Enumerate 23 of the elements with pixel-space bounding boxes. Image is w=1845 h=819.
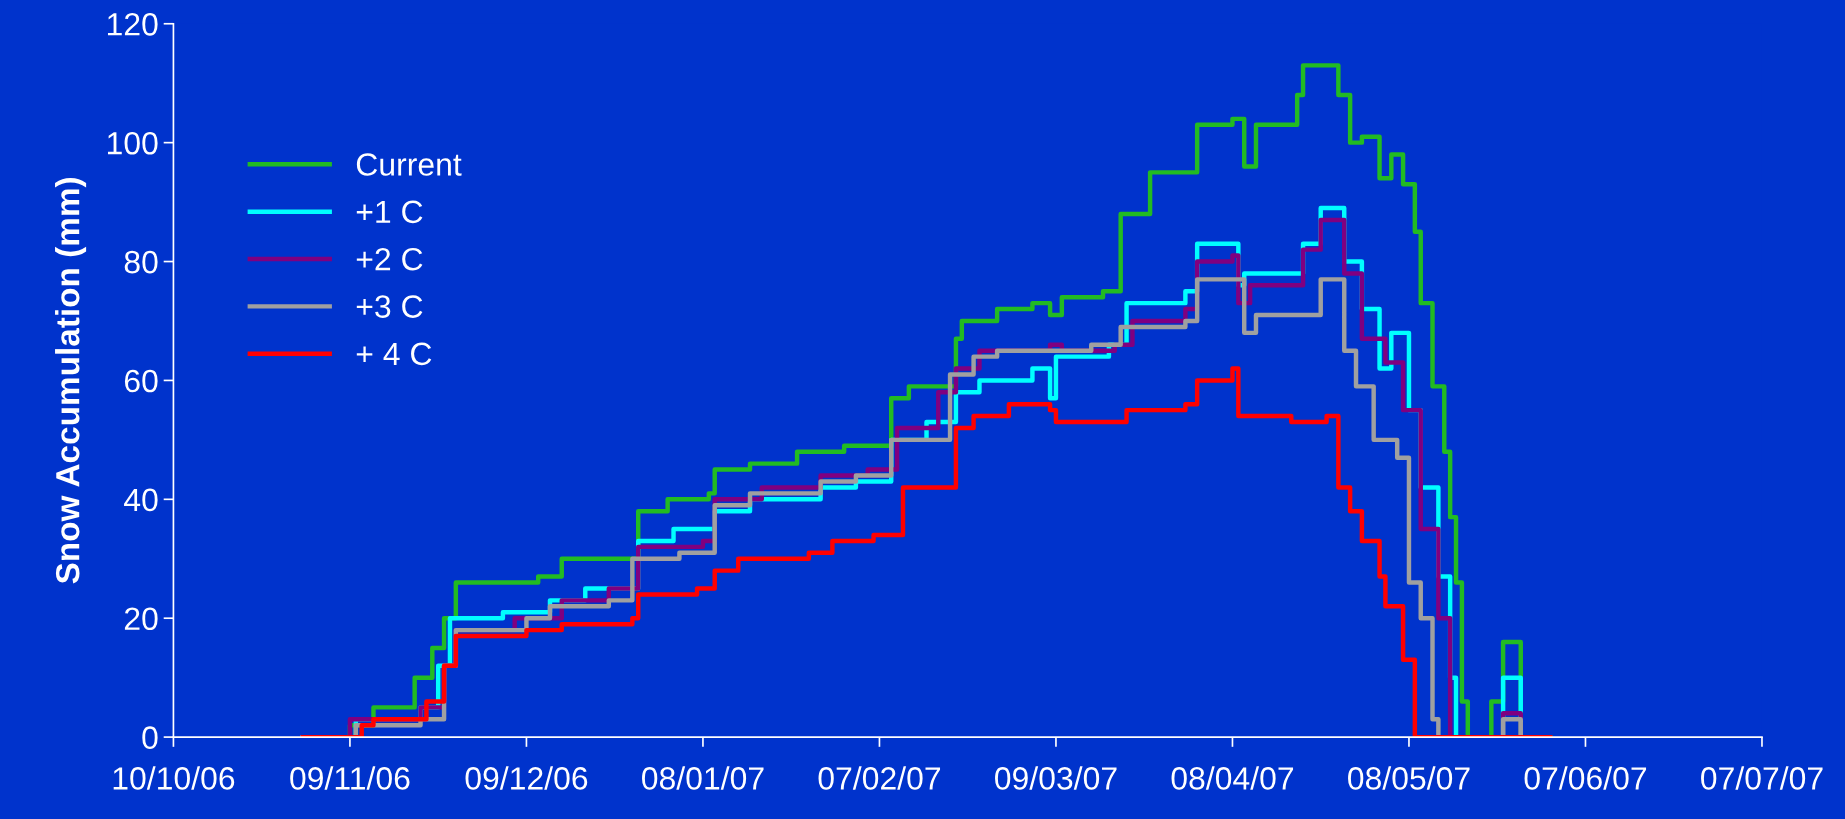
- x-tick-label: 10/10/06: [113, 766, 235, 790]
- legend-label: + 4 C: [356, 342, 432, 366]
- x-tick-label: 09/03/07: [995, 766, 1117, 790]
- x-tick-label: 07/06/07: [1524, 766, 1647, 790]
- legend-label: +3 C: [356, 295, 423, 318]
- x-tick-label: 08/04/07: [1171, 766, 1294, 790]
- legend-label: +1 C: [356, 200, 423, 224]
- x-tick-label: 07/02/07: [818, 766, 941, 790]
- y-tick-label: 0: [142, 726, 158, 749]
- legend-label: Current: [356, 153, 462, 176]
- x-tick-label: 09/12/06: [465, 766, 588, 790]
- x-tick-label: 08/01/07: [642, 766, 764, 790]
- y-tick-label: 20: [124, 607, 158, 631]
- x-tick-label: 08/05/07: [1348, 766, 1470, 790]
- x-tick-label: 07/07/07: [1701, 766, 1823, 790]
- y-tick-label: 60: [124, 369, 158, 393]
- y-tick-label: 40: [124, 488, 158, 512]
- x-tick-label: 09/11/06: [290, 766, 410, 790]
- legend-label: +2 C: [356, 247, 423, 271]
- y-tick-label: 120: [107, 13, 158, 36]
- y-tick-label: 100: [107, 131, 158, 155]
- y-tick-label: 80: [124, 250, 158, 274]
- y-axis-title: Snow Accumulation (mm): [55, 178, 87, 584]
